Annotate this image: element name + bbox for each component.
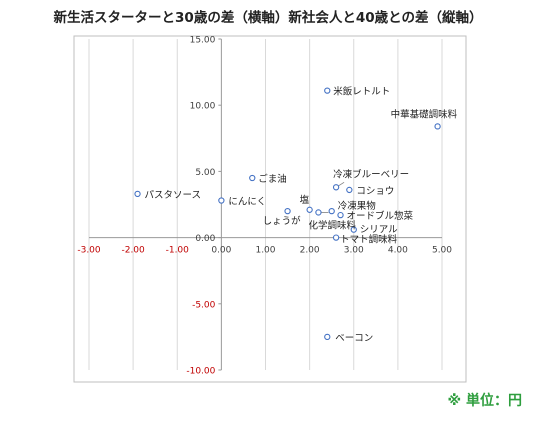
axes <box>89 38 442 371</box>
data-point <box>434 123 441 130</box>
data-point <box>315 209 322 216</box>
x-tick-label: -1.00 <box>166 246 190 256</box>
data-points <box>134 87 441 341</box>
y-tick-labels: 15.00 10.00 5.00 0.00 -5.00 -10.00 <box>186 36 215 377</box>
data-label: パスタソース <box>145 190 202 201</box>
data-point <box>218 197 225 204</box>
data-label: トマト調味料 <box>340 234 398 246</box>
plot-frame <box>73 35 467 383</box>
data-label: コショウ <box>356 186 394 197</box>
grid-lines <box>88 39 443 370</box>
data-point <box>332 184 340 191</box>
data-point <box>324 333 331 341</box>
data-point <box>306 206 313 213</box>
x-tick-label: 3.00 <box>344 246 364 256</box>
data-label: 米飯レトルト <box>333 86 390 98</box>
data-point <box>324 87 331 94</box>
x-tick-label: 0.00 <box>211 246 231 256</box>
data-point <box>332 234 340 241</box>
x-tick-label: 4.00 <box>388 246 408 256</box>
data-label: 冷凍果物 <box>338 200 377 212</box>
x-tick-labels: -3.00 -2.00 -1.00 0.00 1.00 2.00 3.00 4.00 5.00 <box>77 246 452 256</box>
x-tick-label: 5.00 <box>432 246 452 256</box>
data-label: ごま油 <box>258 173 287 185</box>
data-label: オードブル惣菜 <box>347 210 414 222</box>
data-label: 塩 <box>300 194 310 206</box>
data-point <box>346 186 353 194</box>
data-point <box>337 211 344 219</box>
data-label: シリアル <box>360 225 398 236</box>
x-tick-label: -2.00 <box>121 246 145 256</box>
y-tick-label: -10.00 <box>186 367 215 377</box>
data-label: しょうが <box>263 215 302 227</box>
data-point <box>284 207 291 215</box>
chart-title: 新生活スターターと30歳の差（横軸）新社会人と40歳との差（縦軸） <box>53 10 483 26</box>
data-point <box>328 207 335 215</box>
y-tick-label: -5.00 <box>192 300 216 310</box>
x-tick-label: -3.00 <box>77 246 101 256</box>
data-point <box>249 174 256 182</box>
data-point <box>350 226 357 233</box>
x-tick-label: 2.00 <box>300 246 320 256</box>
data-label: 冷凍ブルーベリー <box>333 168 409 180</box>
y-tick-label: 5.00 <box>195 168 215 178</box>
data-label: 中華基礎調味料 <box>391 108 458 120</box>
y-tick-label: 0.00 <box>195 234 215 244</box>
data-label: 化学調味料 <box>308 219 356 231</box>
y-tick-label: 15.00 <box>190 36 216 46</box>
x-tick-label: 1.00 <box>255 246 275 256</box>
unit-note: ※ 単位：円 <box>447 393 522 409</box>
data-label: にんにく <box>228 197 266 208</box>
data-point <box>134 190 141 198</box>
y-tick-label: 10.00 <box>190 102 216 112</box>
data-label: ベーコン <box>335 333 373 344</box>
